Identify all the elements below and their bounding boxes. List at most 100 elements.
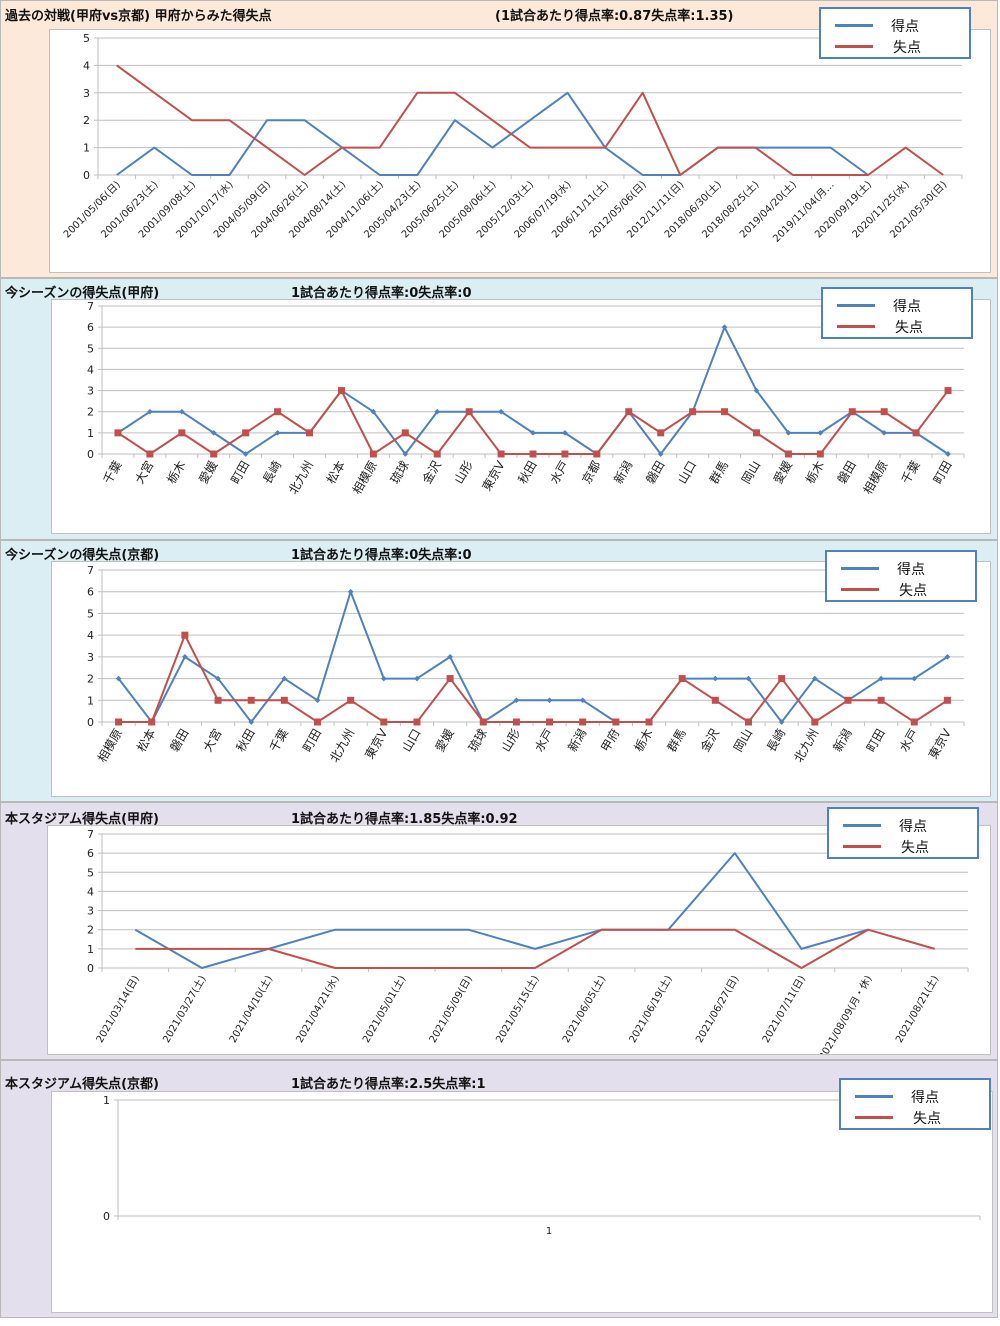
y-tick-label: 5	[87, 342, 94, 355]
y-tick-label: 0	[87, 962, 94, 975]
data-point-conceded	[880, 408, 888, 416]
y-tick-label: 0	[87, 448, 94, 461]
legend-label: 得点	[911, 1090, 939, 1106]
legend-label: 失点	[893, 40, 921, 56]
data-point-scored	[530, 430, 536, 436]
data-point-conceded	[497, 450, 505, 458]
y-tick-label: 7	[87, 828, 94, 841]
data-point-conceded	[369, 450, 377, 458]
section-stats: 1試合あたり得点率:0失点率:0	[291, 286, 472, 301]
y-tick-label: 7	[87, 300, 94, 313]
legend-line-icon	[855, 1095, 893, 1098]
legend-line-icon	[837, 304, 875, 307]
y-tick-label: 1	[87, 427, 94, 440]
x-tick-label: 岡山	[739, 459, 763, 487]
data-point-scored	[402, 451, 409, 457]
y-tick-label: 6	[87, 321, 94, 334]
data-point-conceded	[561, 450, 569, 458]
data-point-conceded	[247, 696, 255, 704]
x-tick-label: 山形	[499, 727, 523, 755]
data-point-conceded	[274, 408, 282, 416]
series-line-conceded	[135, 928, 935, 969]
legend-item-scored: 得点	[823, 295, 971, 315]
x-tick-label: 相模原	[95, 727, 125, 765]
x-tick-label: 群馬	[707, 459, 731, 487]
data-point-conceded	[433, 450, 441, 458]
y-tick-label: 2	[87, 673, 94, 686]
x-tick-label: 長崎	[764, 727, 788, 755]
x-tick-label: 栃木	[803, 459, 827, 487]
x-tick-label: 2021/06/27(日)	[694, 974, 741, 1045]
x-tick-label: 2021/05/01(土)	[359, 973, 408, 1045]
chart-season-kofu: 01234567千葉 大宮 栃木 愛媛 町田 長崎 北九州 松本 相模原 琉球 金沢 山形 東京V 秋田水…	[87, 300, 965, 497]
x-tick-label: 2021/08/09(月・休)	[817, 973, 875, 1054]
section-stadium-kyoto: 本スタジアム得失点(京都) 1試合あたり得点率:2.5失点率:1 0 1 1 得点 …	[0, 1060, 998, 1318]
section-stats: 1試合あたり得点率:0失点率:0	[291, 548, 472, 563]
section-stats: 1試合あたり得点率:1.85失点率:0.92	[291, 812, 518, 827]
data-point-conceded	[114, 429, 122, 437]
chart-head-to-head: 0123452001/05/06(日)2001/06/23(土)2001/09/…	[62, 32, 963, 245]
y-tick-label: 6	[87, 586, 94, 599]
data-point-conceded	[784, 450, 792, 458]
data-point-conceded	[943, 696, 951, 704]
data-point-conceded	[711, 696, 719, 704]
data-point-scored	[721, 324, 728, 330]
x-tick-label: 琉球	[466, 727, 490, 755]
x-tick-label: 水戸	[532, 727, 556, 755]
x-tick-label: 相模原	[861, 459, 891, 497]
data-point-conceded	[314, 718, 321, 726]
legend-label: 失点	[901, 840, 929, 856]
x-tick-label: 金沢	[419, 458, 444, 486]
x-tick-label: 水戸	[547, 459, 571, 487]
y-tick-label: 1	[87, 943, 94, 956]
legend-line-icon	[843, 824, 881, 827]
x-tick-label: 新潟	[610, 458, 635, 486]
x-tick-label: 岡山	[731, 727, 755, 755]
data-point-scored	[242, 451, 249, 457]
x-tick-label: 磐田	[835, 459, 859, 487]
data-point-conceded	[625, 408, 633, 416]
x-tick-label: 2019/11/04(月…	[770, 179, 836, 245]
data-point-conceded	[910, 718, 918, 726]
y-tick-label: 3	[83, 87, 90, 100]
data-point-conceded	[115, 718, 123, 726]
section-title: 今シーズンの得失点(京都)	[5, 548, 160, 563]
data-point-conceded	[848, 408, 856, 416]
x-tick-label: 2021/05/09(日)	[428, 974, 475, 1045]
legend-label: 得点	[899, 819, 927, 835]
x-tick-label: 水戸	[897, 727, 921, 755]
series-line-conceded	[117, 389, 949, 455]
legend-item-conceded: 失点	[841, 1107, 989, 1127]
x-tick-label: 東京V	[926, 726, 955, 762]
section-stats: 1試合あたり得点率:2.5失点率:1	[291, 1077, 486, 1092]
x-tick-label: 千葉	[899, 459, 923, 487]
data-point-conceded	[778, 675, 786, 683]
y-tick-label: 5	[87, 607, 94, 620]
data-point-scored	[878, 675, 884, 682]
y-tick-label: 2	[87, 924, 94, 937]
data-point-scored	[579, 697, 586, 704]
x-tick-label: 東京V	[479, 458, 508, 494]
series-line-conceded	[116, 64, 944, 176]
data-point-scored	[546, 697, 553, 704]
legend-line-icon	[843, 845, 881, 848]
y-tick-label: 2	[87, 406, 94, 419]
data-point-conceded	[721, 408, 729, 416]
x-tick-label: 松本	[134, 727, 158, 755]
y-tick-label: 4	[83, 59, 90, 72]
x-tick-label: 甲府	[597, 726, 622, 754]
legend-line-icon	[835, 45, 873, 48]
x-tick-label: 北九州	[286, 459, 316, 497]
legend-item-conceded: 失点	[829, 836, 977, 856]
x-tick-label: 2021/05/15(土)	[493, 973, 542, 1045]
x-tick-label: 1	[546, 1226, 552, 1237]
data-point-scored	[881, 430, 888, 436]
legend: 得点 失点	[827, 807, 979, 859]
data-point-conceded	[745, 718, 752, 726]
x-tick-label: 栃木	[632, 727, 656, 755]
data-point-scored	[380, 675, 387, 682]
data-point-conceded	[401, 429, 409, 437]
section-title: 本スタジアム得失点(甲府)	[5, 812, 159, 827]
x-tick-label: 2021/03/14(日)	[95, 974, 142, 1045]
x-tick-label: 磐田	[167, 727, 191, 755]
